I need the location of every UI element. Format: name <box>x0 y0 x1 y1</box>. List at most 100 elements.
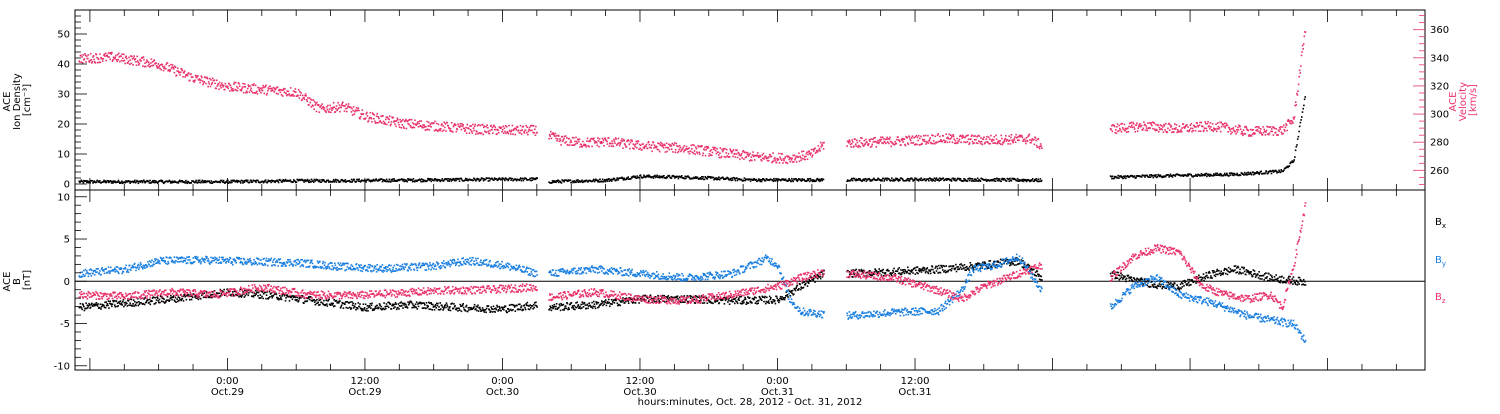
bx-point <box>121 304 123 306</box>
bx-point <box>677 298 679 300</box>
bx-point <box>341 304 343 306</box>
velocity-point <box>190 73 192 75</box>
velocity-point <box>307 101 309 103</box>
velocity-point <box>929 139 931 141</box>
density-point <box>129 180 131 182</box>
density-point <box>137 181 139 183</box>
bx-point <box>657 295 659 297</box>
density-point <box>270 180 272 182</box>
velocity-point <box>856 140 858 142</box>
velocity-point <box>1208 125 1210 127</box>
velocity-point <box>210 79 212 81</box>
velocity-point <box>711 149 713 151</box>
velocity-point <box>121 60 123 62</box>
velocity-point <box>1301 55 1303 57</box>
bx-point <box>340 306 342 308</box>
bx-point <box>524 307 526 309</box>
velocity-point <box>641 149 643 151</box>
density-point <box>1169 175 1171 177</box>
bx-point <box>737 303 739 305</box>
velocity-point <box>787 162 789 164</box>
bx-point <box>530 307 532 309</box>
bx-point <box>128 304 130 306</box>
velocity-point <box>426 121 428 123</box>
density-point <box>1124 175 1126 177</box>
velocity-point <box>515 128 517 130</box>
velocity-point <box>481 132 483 134</box>
velocity-point <box>273 91 275 93</box>
velocity-point <box>971 134 973 136</box>
velocity-point <box>1142 129 1144 131</box>
velocity-point <box>925 135 927 137</box>
velocity-point <box>702 153 704 155</box>
velocity-point <box>1003 141 1005 143</box>
bx-point <box>593 301 595 303</box>
velocity-point <box>358 110 360 112</box>
velocity-point <box>115 55 117 57</box>
bx-point <box>805 283 807 285</box>
velocity-point <box>267 90 269 92</box>
bx-point <box>446 304 448 306</box>
velocity-point <box>1119 128 1121 130</box>
velocity-point <box>494 126 496 128</box>
bx-point <box>343 307 345 309</box>
velocity-point <box>751 156 753 158</box>
velocity-point <box>864 140 866 142</box>
velocity-point <box>639 148 641 150</box>
velocity-point <box>957 142 959 144</box>
bx-point <box>598 302 600 304</box>
density-point <box>998 180 1000 182</box>
bx-point <box>129 303 131 305</box>
velocity-point <box>1120 129 1122 131</box>
density-point <box>428 178 430 180</box>
velocity-point <box>284 88 286 90</box>
bx-point <box>91 303 93 305</box>
bx-point <box>792 290 794 292</box>
density-point <box>951 180 953 182</box>
density-point <box>865 178 867 180</box>
velocity-point <box>177 68 179 70</box>
density-point <box>325 181 327 183</box>
density-point <box>788 180 790 182</box>
velocity-point <box>958 140 960 142</box>
bx-point <box>273 295 275 297</box>
density-point <box>466 178 468 180</box>
bx-point <box>260 294 262 296</box>
density-point <box>1205 175 1207 177</box>
velocity-point <box>202 80 204 82</box>
velocity-point <box>1031 140 1033 142</box>
density-point <box>576 179 578 181</box>
velocity-point <box>675 149 677 151</box>
velocity-point <box>1025 143 1027 145</box>
velocity-point <box>368 120 370 122</box>
velocity-point <box>688 151 690 153</box>
velocity-point <box>1206 128 1208 130</box>
density-point <box>358 178 360 180</box>
velocity-point <box>686 146 688 148</box>
density-point <box>103 181 105 183</box>
velocity-point <box>245 86 247 88</box>
velocity-point <box>869 141 871 143</box>
velocity-point <box>738 152 740 154</box>
bx-point <box>366 308 368 310</box>
bx-point <box>286 294 288 296</box>
velocity-point <box>904 138 906 140</box>
velocity-point <box>918 135 920 137</box>
density-point <box>1009 180 1011 182</box>
density-point <box>429 180 431 182</box>
velocity-point <box>104 55 106 57</box>
density-tick-label: 40 <box>57 60 70 71</box>
velocity-point <box>680 151 682 153</box>
velocity-point <box>622 147 624 149</box>
velocity-point <box>693 145 695 147</box>
velocity-point <box>438 124 440 126</box>
velocity-point <box>945 140 947 142</box>
density-point <box>610 179 612 181</box>
velocity-point <box>1206 130 1208 132</box>
velocity-point <box>194 81 196 83</box>
velocity-point <box>905 145 907 147</box>
velocity-point <box>1215 123 1217 125</box>
density-point <box>607 180 609 182</box>
velocity-point <box>849 141 851 143</box>
density-point <box>1293 159 1295 161</box>
